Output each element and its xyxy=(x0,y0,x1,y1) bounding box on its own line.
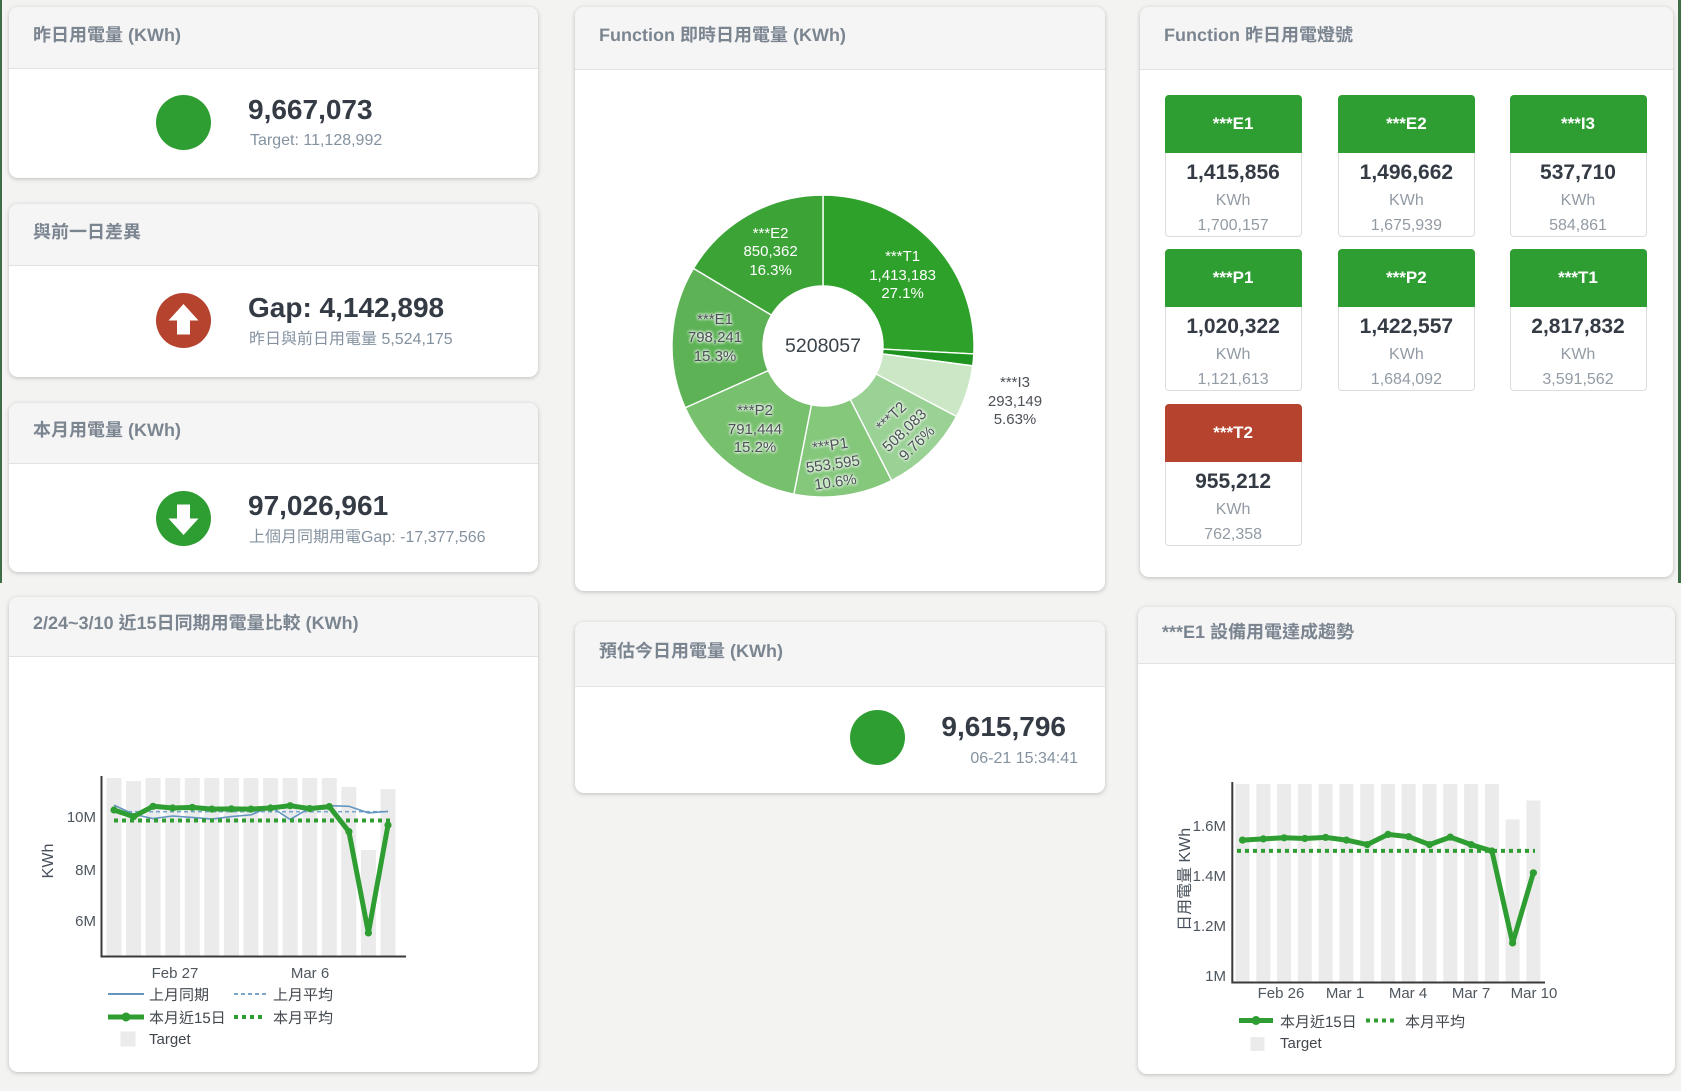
svg-text:Target: Target xyxy=(149,1031,192,1048)
svg-text:1.2M: 1.2M xyxy=(1193,918,1226,935)
svg-text:Target: Target xyxy=(1280,1035,1323,1052)
svg-text:KWh: KWh xyxy=(40,844,57,879)
svg-text:Mar 4: Mar 4 xyxy=(1389,985,1427,1002)
svg-text:8M: 8M xyxy=(75,862,96,879)
svg-text:Feb 26: Feb 26 xyxy=(1258,985,1305,1002)
svg-text:Mar 7: Mar 7 xyxy=(1452,985,1490,1002)
svg-text:Mar 6: Mar 6 xyxy=(291,965,329,982)
svg-text:1.4M: 1.4M xyxy=(1193,868,1226,885)
svg-text:1M: 1M xyxy=(1205,968,1226,985)
svg-text:10M: 10M xyxy=(67,809,96,826)
svg-text:6M: 6M xyxy=(75,913,96,930)
svg-text:Feb 27: Feb 27 xyxy=(152,965,199,982)
svg-text:1.6M: 1.6M xyxy=(1193,818,1226,835)
svg-text:Mar 10: Mar 10 xyxy=(1511,985,1558,1002)
svg-text:Mar 1: Mar 1 xyxy=(1326,985,1364,1002)
